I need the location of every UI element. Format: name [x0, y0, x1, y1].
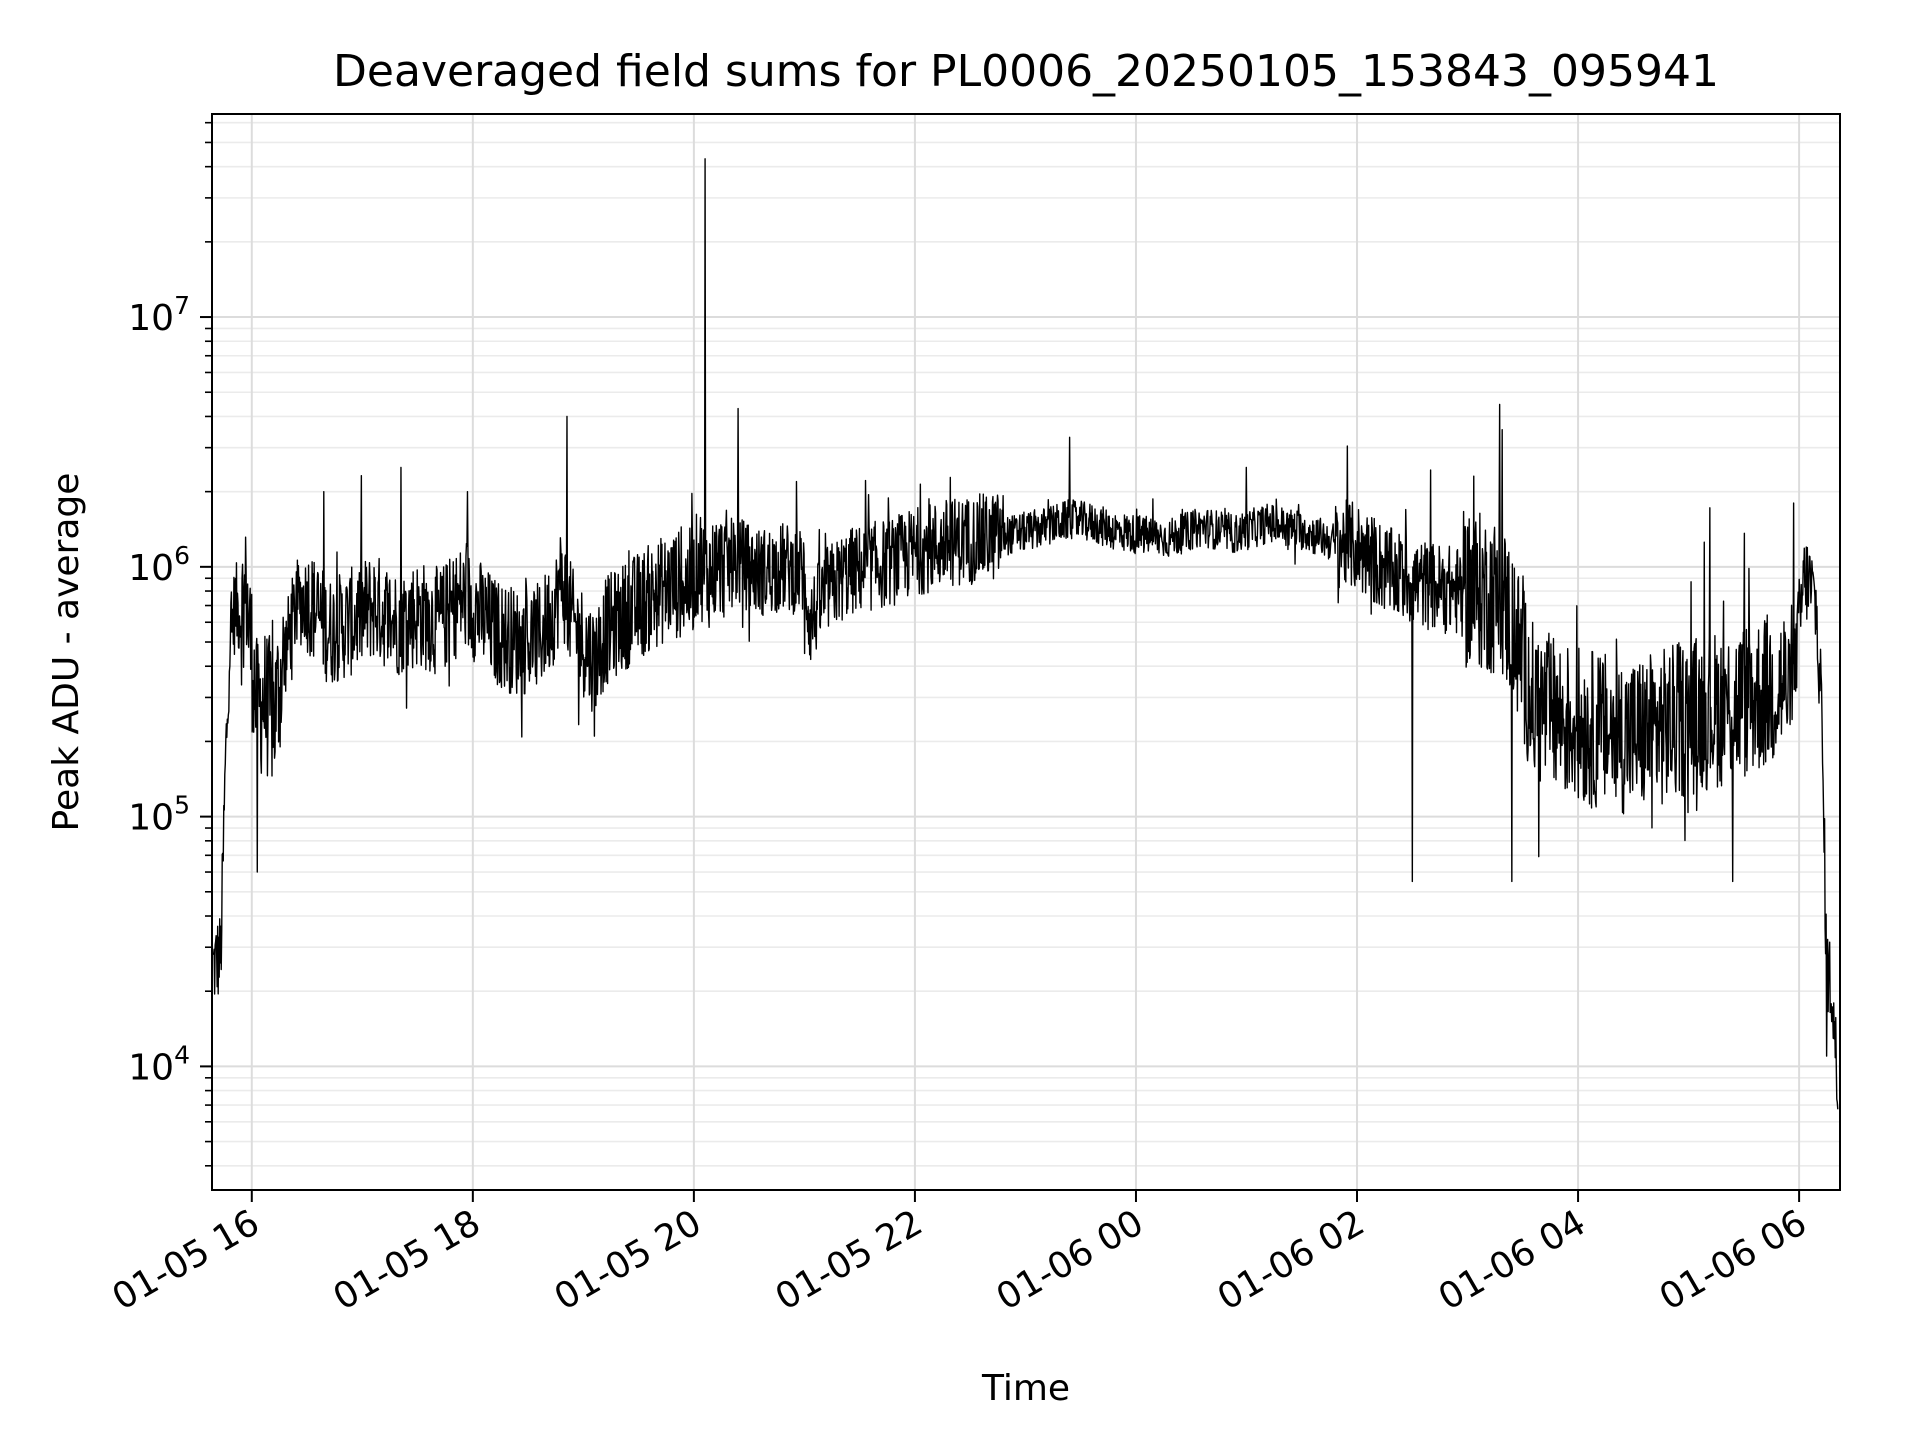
y-tick-exponent: 5 [174, 791, 190, 820]
series-line-group [212, 158, 1839, 1110]
y-tick-exponent: 6 [174, 541, 190, 570]
plot-frame [211, 113, 1841, 1191]
grid [212, 114, 1840, 1190]
chart-title: Deaveraged field sums for PL0006_2025010… [333, 46, 1719, 97]
y-tick-exponent: 4 [174, 1040, 190, 1069]
y-tick-exponent: 7 [174, 291, 190, 320]
series-line [212, 158, 1839, 1110]
y-axis-label: Peak ADU - average [46, 473, 87, 832]
x-axis-label: Time [981, 1368, 1070, 1409]
